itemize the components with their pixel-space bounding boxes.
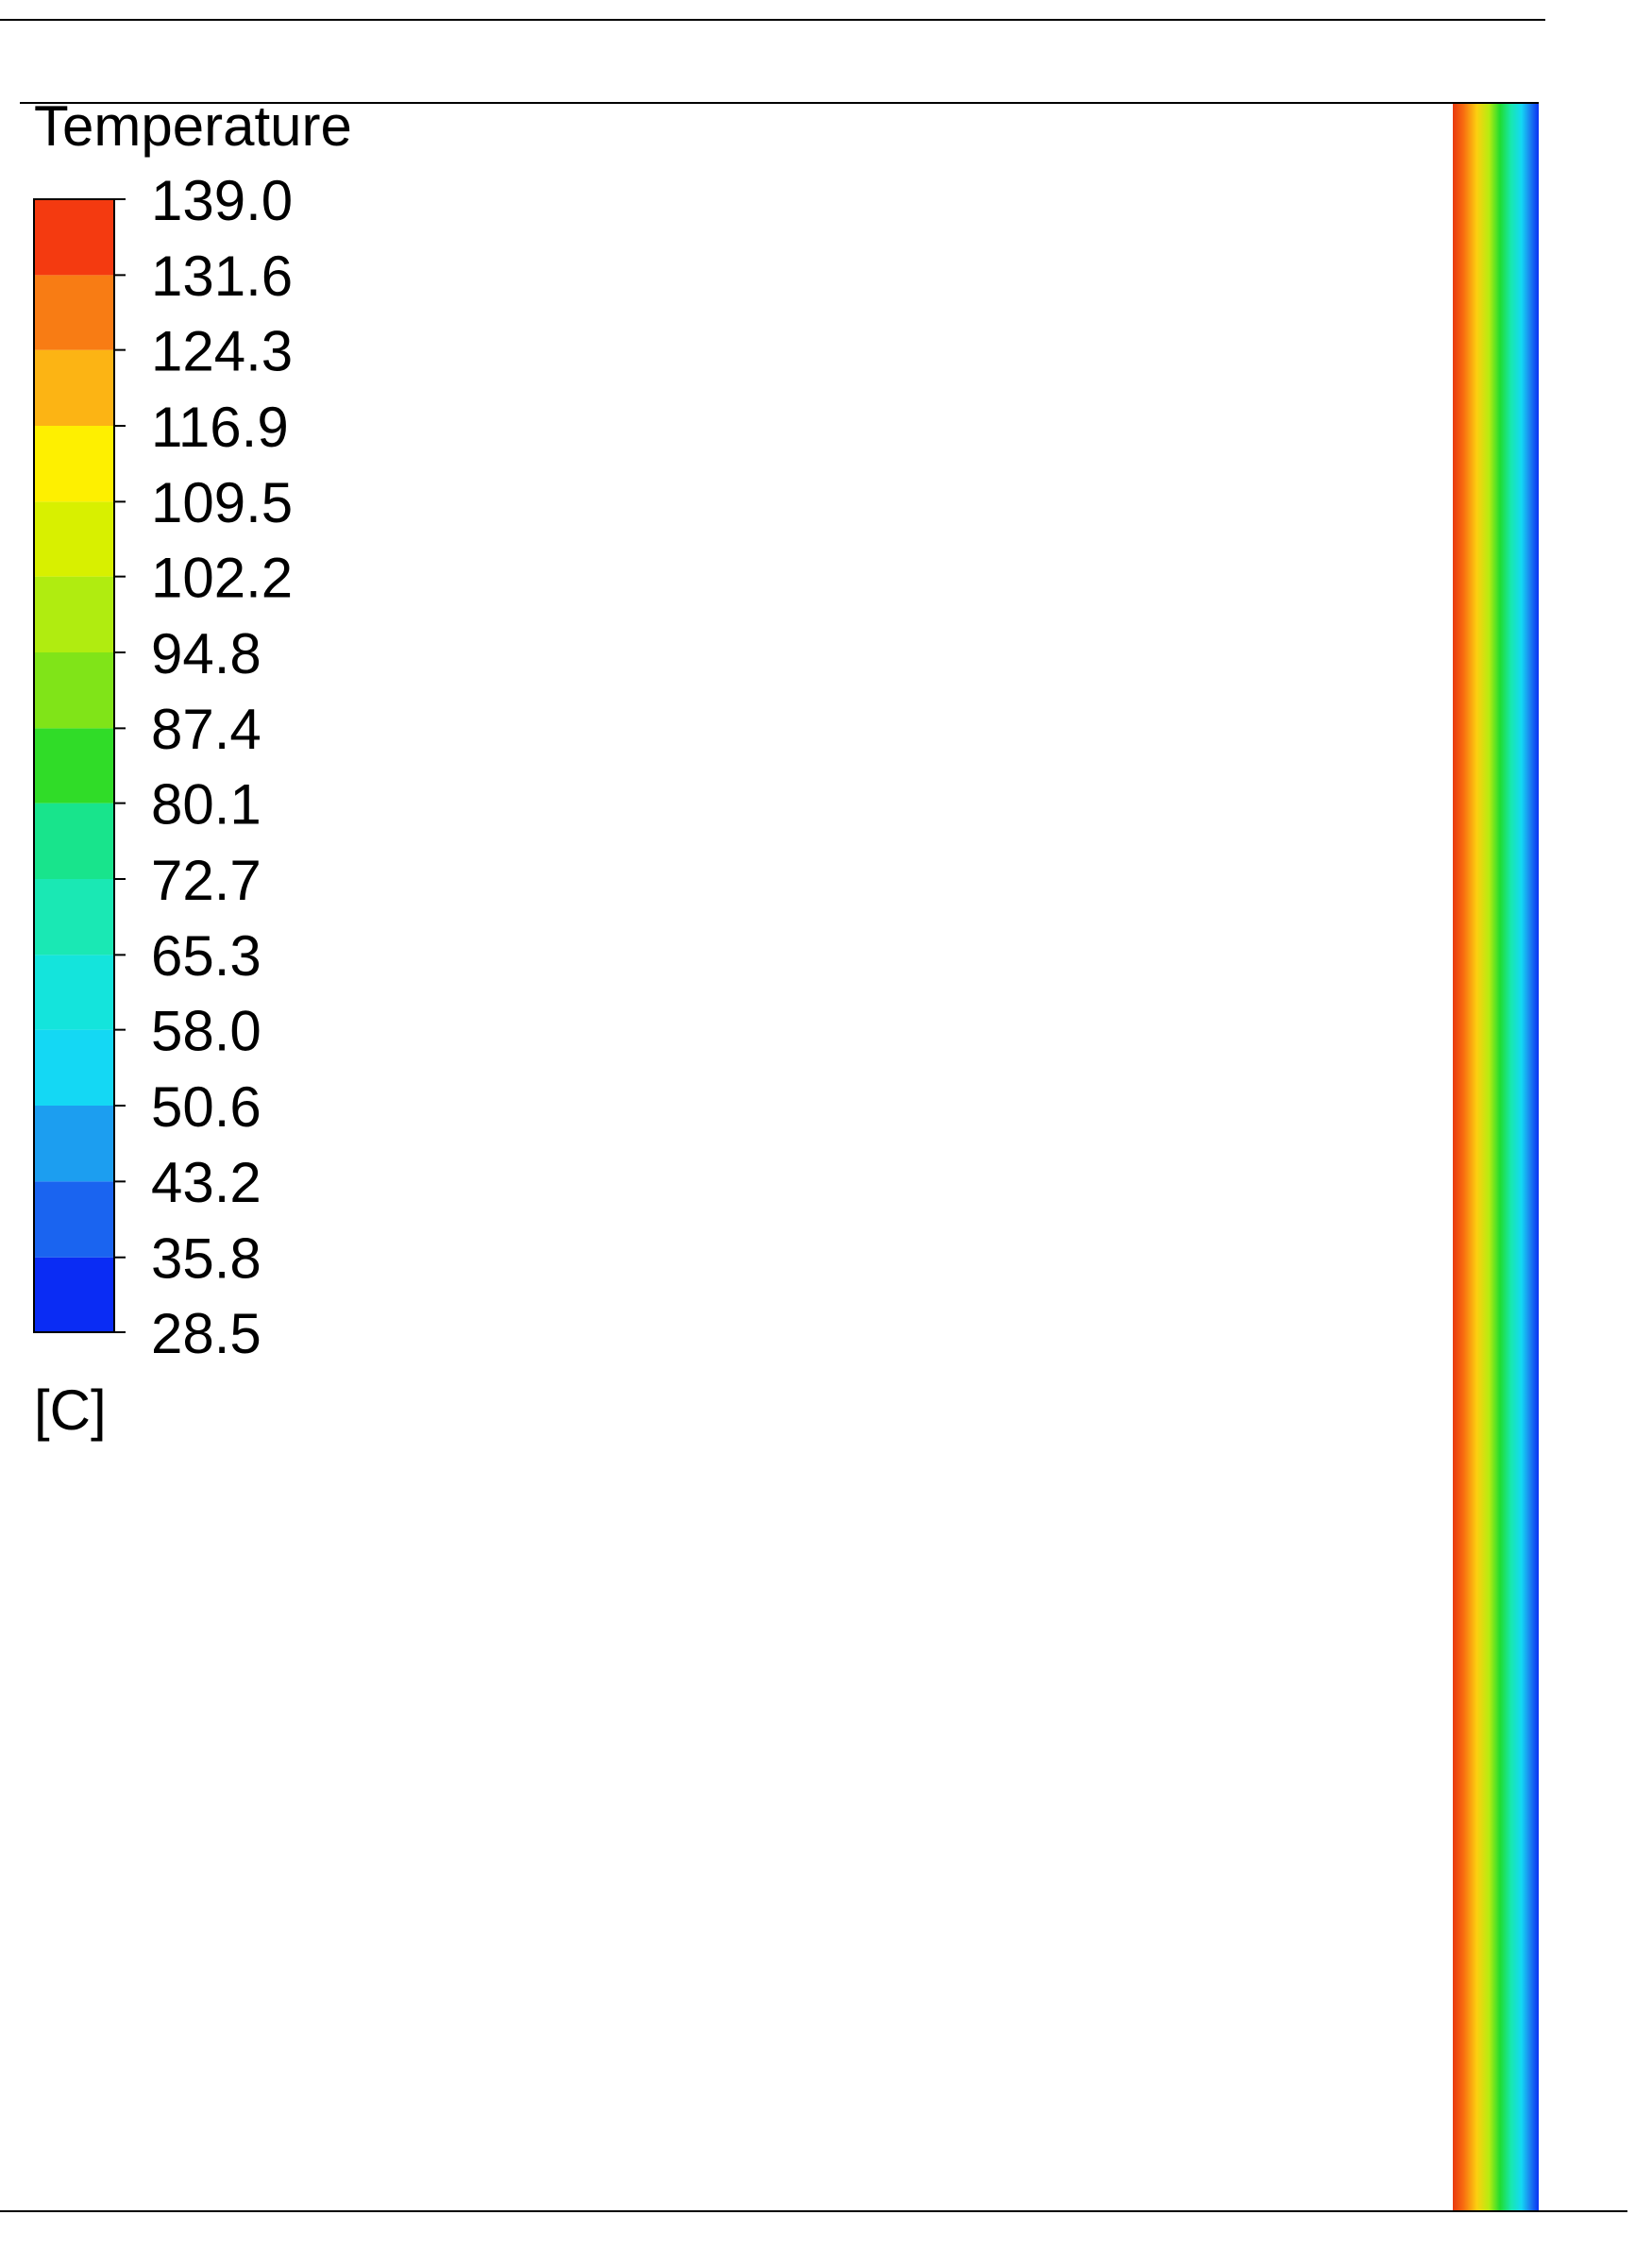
tick-label: 80.1 [151, 772, 261, 836]
color-band [34, 1257, 114, 1332]
color-band [34, 576, 114, 652]
color-band [34, 803, 114, 879]
legend-title: Temperature [34, 94, 352, 158]
color-band [34, 501, 114, 577]
tick-label: 109.5 [151, 471, 293, 534]
tick-label: 102.2 [151, 546, 293, 609]
tick-label: 131.6 [151, 245, 293, 308]
tick-label: 58.0 [151, 999, 261, 1062]
color-band [34, 652, 114, 729]
color-band [34, 199, 114, 276]
color-band [34, 728, 114, 803]
color-band [34, 1181, 114, 1258]
color-band [34, 955, 114, 1030]
color-band [34, 426, 114, 502]
tick-label: 87.4 [151, 698, 261, 761]
tick-label: 28.5 [151, 1302, 261, 1365]
tick-label: 116.9 [151, 396, 289, 459]
legend-unit: [C] [34, 1378, 107, 1442]
color-band [34, 1029, 114, 1106]
color-band [34, 1106, 114, 1182]
tick-label: 35.8 [151, 1227, 261, 1291]
color-band [34, 879, 114, 955]
tick-label: 65.3 [151, 924, 261, 988]
tick-label: 139.0 [151, 169, 293, 232]
temperature-field [1453, 104, 1539, 2210]
colorbar-frame [33, 198, 115, 1333]
tick-label: 94.8 [151, 622, 261, 685]
color-band [34, 349, 114, 426]
color-band [34, 275, 114, 350]
tick-label: 124.3 [151, 319, 293, 382]
tick-label: 50.6 [151, 1075, 261, 1139]
tick-label: 43.2 [151, 1151, 261, 1214]
tick-label: 72.7 [151, 849, 261, 912]
